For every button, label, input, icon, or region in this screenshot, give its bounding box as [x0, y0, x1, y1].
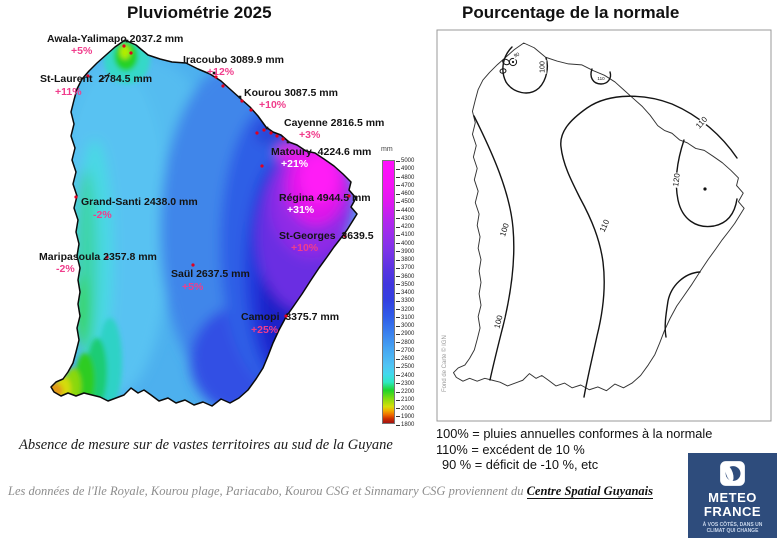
colorbar-tick: 4300: [396, 216, 414, 222]
station-label: St-Laurent 2784.5 mm: [40, 73, 153, 85]
contour-label: 110: [596, 75, 606, 82]
colorbar-tick: 4200: [396, 224, 414, 230]
colorbar-tick: 4700: [396, 183, 414, 189]
colorbar-tick: 5000: [396, 158, 414, 164]
logo-tagline-1: À VOS CÔTÉS, DANS UN: [702, 522, 763, 528]
station-anomaly: -2%: [56, 263, 75, 275]
colorbar-tick: 2200: [396, 389, 414, 395]
station-label: Camopi 3375.7 mm: [241, 311, 340, 323]
rainfall-shading: [51, 40, 357, 406]
station-label: Saül 2637.5 mm: [171, 268, 250, 280]
colorbar-tick: 4100: [396, 232, 414, 238]
station-label: Régina 4944.5 mm: [279, 192, 371, 204]
logo-tagline-2: CLIMAT QUI CHANGE: [706, 528, 759, 534]
colorbar-tick: 3200: [396, 307, 414, 313]
station-dots: [74, 44, 351, 318]
colorbar-tick: 2700: [396, 348, 414, 354]
colorbar-tick: 2600: [396, 356, 414, 362]
data-source-prefix: Les données de l'Ile Royale, Kourou plag…: [8, 484, 527, 498]
colorbar-tick: 4800: [396, 175, 414, 181]
legend-line-110: 110% = excédent de 10 %: [436, 441, 585, 457]
station-anomaly: +21%: [281, 158, 309, 170]
contour-100-west: [473, 115, 515, 381]
colorbar-tick: 2900: [396, 331, 414, 337]
station-label: Matoury 4224.6 mm: [271, 146, 372, 158]
right-map-title: Pourcentage de la normale: [462, 3, 680, 22]
legend-line-90: 90 % = déficit de -10 %, etc: [442, 457, 599, 472]
station-anomaly: +12%: [207, 66, 235, 78]
colorbar-tick: 3600: [396, 274, 414, 280]
colorbar-tick: 1900: [396, 414, 414, 420]
colorbar-tick: 4500: [396, 199, 414, 205]
colorbar-tick: 2100: [396, 397, 414, 403]
station-anomaly: +31%: [287, 204, 315, 216]
right-map-station-dots: [703, 187, 707, 191]
colorbar-tick: 4000: [396, 241, 414, 247]
colorbar-tick: 3900: [396, 249, 414, 255]
colorbar-tick: 3100: [396, 315, 414, 321]
colorbar-tick: 2800: [396, 340, 414, 346]
station-anomaly: -2%: [93, 209, 112, 221]
station-pointer-line: [98, 72, 111, 83]
colorbar-tick: 2400: [396, 373, 414, 379]
colorbar-tick: 3800: [396, 257, 414, 263]
station-anomaly: +10%: [291, 242, 319, 254]
colorbar-tick: 3400: [396, 290, 414, 296]
colorbar-tick: 2300: [396, 381, 414, 387]
station-anomaly: +5%: [182, 281, 204, 293]
colorbar-gradient: [382, 160, 395, 424]
data-source-csg: Centre Spatial Guyanais: [526, 484, 654, 499]
data-source-note: Les données de l'Ile Royale, Kourou plag…: [8, 484, 654, 499]
colorbar-tick: 2000: [396, 406, 414, 412]
meteo-france-icon: [720, 461, 745, 486]
colorbar-tick: 4400: [396, 208, 414, 214]
meteo-france-logo: METEO FRANCE À VOS CÔTÉS, DANS UN CLIMAT…: [688, 453, 777, 538]
colorbar-tick: 4600: [396, 191, 414, 197]
station-anomaly: +11%: [55, 86, 82, 98]
station-label: Iracoubo 3089.9 mm: [183, 54, 284, 66]
legend-line-100: 100% = pluies annuelles conformes à la n…: [436, 426, 713, 441]
station-label: Awala-Yalimapo 2037.2 mm: [47, 33, 184, 45]
station-label: Maripasoula 2357.8 mm: [39, 251, 157, 263]
station-label: Cayenne 2816.5 mm: [284, 117, 385, 129]
colorbar-tick: 3300: [396, 298, 414, 304]
colorbar-tick: 4900: [396, 166, 414, 172]
contour-southeast-loop: [664, 271, 701, 338]
absence-note: Absence de mesure sur de vastes territoi…: [19, 437, 393, 453]
colorbar-unit: mm: [381, 146, 393, 153]
percent-legend: 100% = pluies annuelles conformes à la n…: [436, 426, 712, 473]
colorbar-tick: 2500: [396, 364, 414, 370]
station-anomaly: +10%: [259, 99, 287, 111]
station-anomaly: +25%: [251, 324, 279, 336]
coast-tick-marks: [125, 39, 290, 144]
colorbar-tick: 3500: [396, 282, 414, 288]
logo-brand-france: FRANCE: [703, 504, 762, 519]
colorbar-tick: 1800: [396, 422, 414, 428]
station-label: Grand-Santi 2438.0 mm: [81, 196, 198, 208]
contour-110-iracoubo: [590, 68, 612, 85]
contour-110-main: [560, 95, 738, 398]
isoline-contours: [473, 46, 738, 398]
station-anomaly: +5%: [71, 45, 93, 57]
station-anomaly: +3%: [299, 129, 321, 141]
logo-brand-meteo: METEO: [708, 490, 757, 505]
colorbar-tick: 3700: [396, 265, 414, 271]
contour-120-east: [675, 139, 738, 228]
map-credit: Fond de Carte © IGN: [442, 335, 448, 392]
station-label: St-Georges 3639.5: [279, 230, 374, 242]
station-label: Kourou 3087.5 mm: [244, 87, 338, 99]
left-map-title: Pluviométrie 2025: [127, 3, 272, 22]
contour-label: 100: [539, 60, 547, 74]
colorbar-tick: 3000: [396, 323, 414, 329]
